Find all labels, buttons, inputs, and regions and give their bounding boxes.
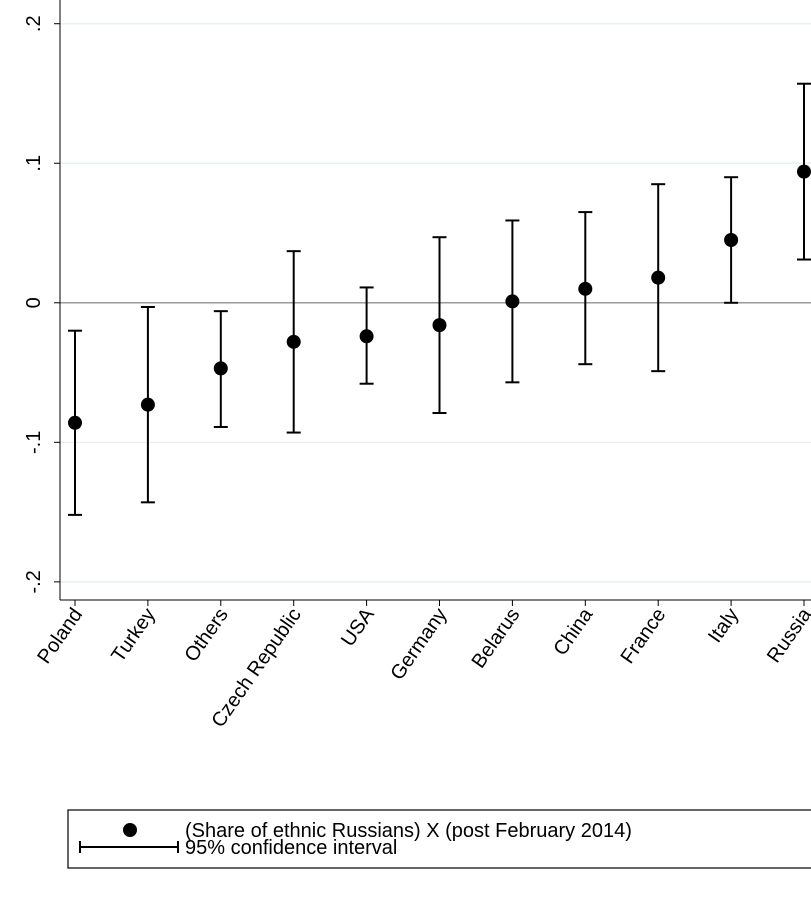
y-tick-label: .2 [23,15,45,32]
x-tick-label: USA [337,604,379,651]
point [724,233,739,247]
point [505,294,520,309]
legend-label: (Share of ethnic Russians) X (post Febru… [185,820,632,842]
legend-box [67,809,811,869]
point [68,415,82,430]
point [432,318,447,333]
point [213,361,228,376]
y-tick-label: 0 [23,297,45,308]
point [651,270,666,285]
y-tick-label: -.2 [23,570,45,593]
point [359,329,374,344]
x-tick-label: Poland [33,604,87,668]
x-tick-label: Russia [763,604,811,667]
x-tick-label: Belarus [468,604,525,672]
x-tick-label: Turkey [107,604,160,666]
y-tick-label: .1 [23,155,45,172]
point [140,397,155,412]
x-tick-label: China [549,604,597,660]
point [286,334,301,349]
point [578,281,593,296]
x-tick-label: France [617,604,671,668]
legend-label: 95% confidence interval [185,837,397,859]
x-tick-label: Italy [704,604,743,647]
y-tick-label: -.1 [23,431,45,454]
x-tick-label: Others [180,604,232,666]
x-tick-label: Germany [386,604,451,684]
legend-marker [123,823,137,837]
point [797,164,811,179]
